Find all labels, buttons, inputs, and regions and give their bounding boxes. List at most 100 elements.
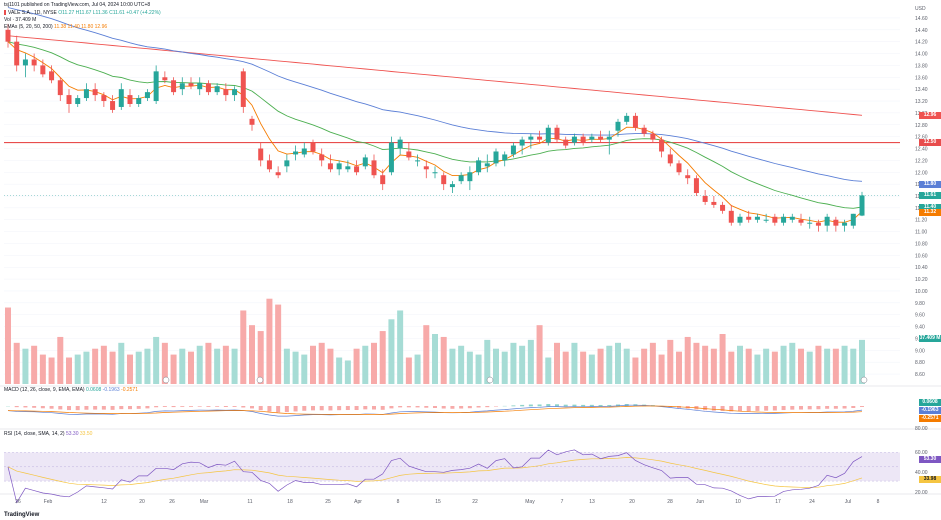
macd-histogram-bar [607, 404, 612, 407]
event-marker-icon [162, 376, 170, 384]
x-axis-label: 22 [472, 499, 478, 505]
volume-bar [754, 354, 761, 384]
candle-body [371, 160, 377, 176]
macd-histogram-bar [49, 406, 54, 409]
macd-histogram-bar [433, 406, 437, 408]
x-axis-label: 18 [287, 499, 293, 505]
symbol-line: VALE S.A., 1D, NYSE O11.27 H11.67 L11.36… [4, 10, 161, 17]
volume-bar [257, 331, 264, 384]
volume-line: Vol · 37.409 M [4, 17, 37, 23]
macd-histogram-bar [171, 406, 176, 408]
macd-histogram-bar [58, 406, 63, 410]
price-tick-label: 8.80 [915, 360, 925, 366]
volume-bar [31, 345, 38, 384]
x-axis-label: Mar [200, 499, 209, 505]
price-tick-label: 12.80 [915, 123, 928, 129]
macd-histogram-bar [441, 406, 446, 409]
volume-bar [615, 342, 621, 384]
macd-histogram-bar [616, 404, 620, 407]
volume-bar [789, 342, 796, 384]
volume-bar [109, 351, 116, 384]
candle-body [293, 151, 299, 155]
macd-histogram-bar [389, 406, 394, 409]
volume-bar [310, 345, 316, 384]
macd-histogram-bar [398, 406, 403, 408]
volume-bar [231, 348, 238, 384]
macd-histogram-bar [860, 406, 864, 407]
x-axis-label: 8 [397, 499, 400, 505]
x-axis-label: 13 [589, 499, 595, 505]
rsi-tick-label: 80.00 [915, 426, 928, 432]
price-tick-label: 9.80 [915, 301, 925, 307]
volume-bar [632, 357, 639, 384]
candle-body [301, 148, 307, 155]
macd-histogram-bar [223, 406, 228, 408]
volume-bar [623, 348, 630, 384]
macd-histogram-bar [241, 406, 246, 408]
candle-body [650, 133, 656, 140]
candle-body [850, 213, 856, 226]
x-axis-label: 26 [169, 499, 175, 505]
macd-histogram-bar [197, 406, 202, 407]
candle-body [789, 216, 795, 220]
candle-body [693, 178, 699, 194]
volume-bar [466, 351, 473, 384]
ema-line: EMAs (5, 20, 50, 200) 11.38 11.40 11.80 … [4, 24, 108, 30]
volume-bar [780, 345, 787, 384]
candle-body [40, 65, 46, 75]
macd-histogram-bar [485, 406, 490, 408]
macd-histogram-bar [67, 406, 71, 411]
ohlc-values: O11.27 H11.67 L11.36 C11.61 +0.47 (+4.22… [58, 10, 161, 16]
macd-histogram-bar [825, 406, 830, 409]
candle-body [153, 71, 159, 102]
candle-body [449, 184, 455, 188]
macd-histogram-bar [781, 406, 786, 411]
volume-bar [510, 342, 517, 384]
candle-body [554, 127, 560, 140]
price-tag: 12.96 [919, 111, 941, 119]
volume-bar [649, 342, 656, 384]
candle-body [589, 136, 595, 140]
volume-bar [318, 342, 325, 384]
rsi-ma-value: 33.50 [79, 431, 93, 437]
candle-body [772, 216, 778, 223]
macd-hist-value: -0.2571 [121, 387, 138, 393]
x-axis-label: Jul [845, 499, 851, 505]
volume-bar [737, 345, 743, 384]
volume-bar [283, 348, 290, 384]
candle-body [528, 136, 534, 140]
price-tick-label: 10.00 [915, 289, 928, 295]
macd-histogram-bar [467, 406, 472, 409]
volume-bar [676, 351, 682, 384]
macd-histogram-bar [23, 406, 28, 408]
x-axis-label: May [525, 499, 535, 505]
candle-body [75, 98, 81, 104]
volume-bar [205, 342, 212, 384]
rsi-tick-label: 60.00 [915, 450, 928, 456]
macd-histogram-bar [746, 406, 751, 412]
macd-histogram-bar [790, 406, 795, 410]
volume-bar [806, 351, 813, 384]
candle-body [842, 222, 848, 226]
price-tick-label: 11.20 [915, 218, 927, 224]
x-axis-label: Jun [696, 499, 704, 505]
candle-body [781, 216, 787, 223]
tradingview-logo[interactable]: TradingView [4, 512, 40, 518]
candle-body [615, 121, 621, 131]
volume-bar [449, 348, 456, 384]
candle-body [92, 89, 98, 96]
candle-body [720, 204, 726, 211]
macd-histogram-bar [711, 406, 716, 411]
macd-histogram-bar [424, 406, 429, 408]
candle-body [110, 101, 116, 110]
volume-bar [22, 348, 29, 384]
volume-bar [432, 334, 438, 384]
volume-bar [475, 354, 482, 384]
volume-bar [13, 342, 20, 384]
volume-bar [135, 351, 142, 384]
volume-bar [710, 348, 717, 384]
candle-body [118, 89, 124, 107]
candle-body [83, 89, 89, 99]
volume-bar [745, 348, 752, 384]
